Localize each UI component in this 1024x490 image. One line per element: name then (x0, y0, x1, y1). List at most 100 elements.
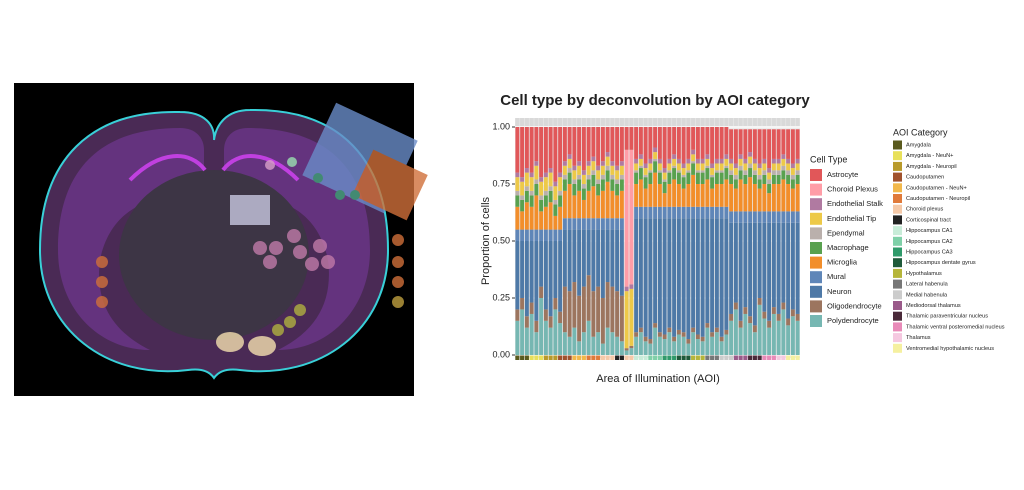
aoi-legend-label: Mediodorsal thalamus (906, 303, 961, 309)
bar-segment (672, 127, 677, 155)
bar-segment (733, 163, 738, 169)
bar-segment (752, 170, 757, 175)
bar-segment (591, 174, 596, 187)
bar-segment (634, 336, 639, 355)
bar-segment (638, 218, 643, 328)
bar-segment (586, 179, 591, 191)
bar-segment (520, 177, 525, 182)
bar-segment (586, 218, 591, 230)
facet-strip (520, 118, 525, 126)
bar-segment (524, 327, 529, 355)
bar-segment (795, 320, 800, 355)
bar-segment (781, 129, 786, 155)
facet-strip (596, 118, 601, 126)
bar-segment (539, 177, 544, 182)
aoi-strip (662, 355, 667, 360)
bar-segment (591, 336, 596, 355)
facet-strip (776, 118, 781, 126)
bar-segment (700, 341, 705, 355)
aoi-strip (724, 355, 729, 360)
bar-segment (733, 211, 738, 223)
bar-segment (648, 127, 653, 159)
bar-segment (657, 158, 662, 164)
bar-segment (795, 313, 800, 321)
bar-segment (657, 332, 662, 337)
bar-segment (643, 177, 648, 189)
bar-segment (776, 222, 781, 314)
bar-segment (743, 184, 748, 212)
bar-segment (638, 332, 643, 355)
bar-segment (743, 174, 748, 184)
legend-label: Choroid Plexus (827, 185, 878, 194)
bar-segment (733, 188, 738, 212)
bar-segment (781, 211, 786, 223)
bar-segment (605, 156, 610, 166)
bar-segment (515, 229, 520, 241)
bar-segment (776, 163, 781, 171)
bar-segment (691, 163, 696, 175)
bar-segment (705, 165, 710, 169)
bar-segment (767, 320, 772, 328)
bar-segment (534, 184, 539, 196)
bar-segment (729, 170, 734, 175)
aoi-strip (710, 355, 715, 360)
aoi-legend-swatch (893, 161, 902, 171)
bar-segment (667, 332, 672, 355)
bar-segment (534, 127, 539, 162)
bar-segment (600, 218, 605, 230)
aoi-strip (648, 355, 653, 360)
bar-segment (648, 163, 653, 171)
aoi-strip (695, 355, 700, 360)
facet-strip (515, 118, 520, 126)
bar-segment (624, 286, 629, 292)
bar-segment (719, 127, 724, 159)
facet-strip (572, 118, 577, 126)
bar-segment (743, 170, 748, 175)
aoi-legend-label: Hippocampus dentate gyrus (906, 260, 976, 266)
aoi-strip (543, 355, 548, 360)
bar-segment (567, 229, 572, 292)
bar-segment (539, 229, 544, 241)
bar-segment (515, 172, 520, 178)
bar-segment (676, 184, 681, 207)
bar-segment (676, 334, 681, 355)
bar-segment (776, 313, 781, 321)
aoi-strip (738, 355, 743, 360)
bar-segment (705, 327, 710, 355)
aoi-strip (610, 355, 615, 360)
aoi-strip (591, 355, 596, 360)
bar-segment (743, 163, 748, 171)
bar-segment (643, 127, 648, 164)
bar-segment (667, 170, 672, 173)
legend-swatch (810, 198, 822, 211)
bar-segment (581, 332, 586, 355)
bar-segment (586, 161, 591, 166)
aoi-strip (619, 355, 624, 360)
bar-segment (562, 286, 567, 333)
facet-strip (553, 118, 558, 126)
bar-segment (790, 179, 795, 189)
aoi-strip (529, 355, 534, 360)
aoi-strip (577, 355, 582, 360)
bar-segment (558, 127, 563, 173)
bar-segment (705, 168, 710, 180)
bar-segment (662, 181, 667, 194)
bar-segment (738, 165, 743, 171)
aoi-strip (567, 355, 572, 360)
bar-segment (610, 179, 615, 191)
bar-segment (572, 179, 577, 184)
bar-segment (548, 172, 553, 187)
aoi-strip (534, 355, 539, 360)
bar-segment (695, 170, 700, 173)
bar-segment (634, 170, 639, 173)
aoi-strip (790, 355, 795, 360)
bar-segment (662, 168, 667, 173)
bar-segment (524, 186, 529, 191)
bar-segment (762, 184, 767, 212)
bar-segment (700, 172, 705, 184)
bar-segment (686, 184, 691, 207)
bar-segment (672, 341, 677, 355)
facet-strip (700, 118, 705, 126)
bar-segment (615, 179, 620, 184)
bar-segment (672, 206, 677, 219)
